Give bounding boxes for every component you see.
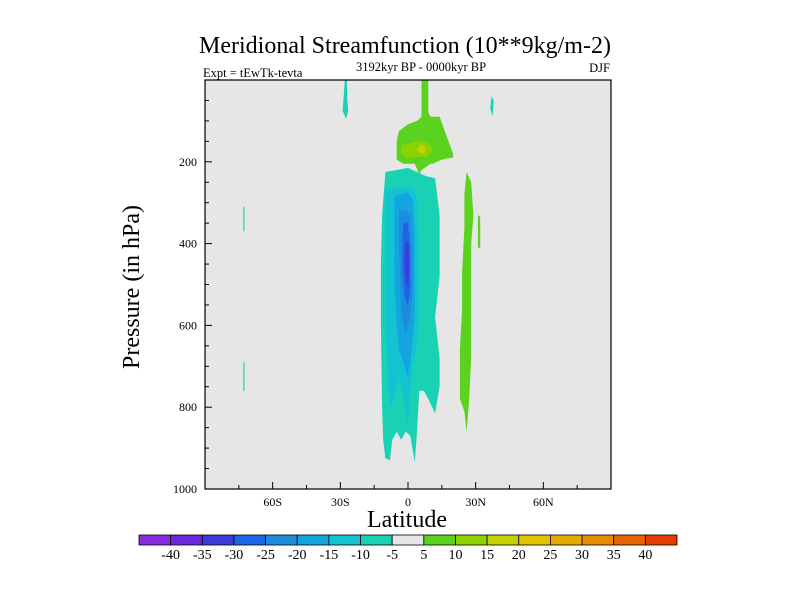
colorbar-swatch <box>644 534 678 546</box>
colorbar-swatch <box>455 534 488 546</box>
y-tick-label: 800 <box>179 400 197 414</box>
colorbar: -40 -35 -30 -25 -20 -15 -10 -5 5 10 15 20 25 30 35 40 <box>138 534 678 563</box>
colorbar-label: -5 <box>386 548 398 563</box>
colorbar-swatch <box>296 534 330 546</box>
colorbar-label: -35 <box>193 548 212 563</box>
colorbar-swatch <box>581 534 615 546</box>
colorbar-label: 35 <box>607 548 621 563</box>
colorbar-label: 15 <box>480 548 494 563</box>
colorbar-label: -40 <box>161 548 180 563</box>
contour-region-1 <box>243 206 245 232</box>
colorbar-swatch <box>233 534 266 546</box>
y-axis-ticks: 200 400 600 800 1000 <box>173 155 212 496</box>
contour-region-3 <box>490 96 494 117</box>
colorbar-label: 30 <box>575 548 589 563</box>
contour-region-0 <box>342 80 349 119</box>
plot-area: 200 400 600 800 1000 60S 30S 0 30N 60N <box>173 79 612 509</box>
contour-regions <box>243 80 494 463</box>
contour-region-9 <box>404 241 410 285</box>
contour-region-13 <box>459 172 474 432</box>
y-tick-label: 400 <box>179 237 197 251</box>
colorbar-swatch <box>328 534 361 546</box>
colorbar-swatch <box>170 534 203 546</box>
x-tick-label: 30N <box>465 495 486 509</box>
colorbar-label: 10 <box>448 548 462 563</box>
x-tick-label: 30S <box>331 495 350 509</box>
colorbar-swatch <box>518 534 551 546</box>
colorbar-label: 40 <box>638 548 652 563</box>
y-minor-ticks <box>205 79 209 470</box>
colorbar-label: -20 <box>288 548 307 563</box>
colorbar-label: 5 <box>420 548 427 563</box>
chart-title: Meridional Streamfunction (10**9kg/m-2) <box>199 33 611 59</box>
colorbar-swatch <box>201 534 235 546</box>
colorbar-label: -15 <box>320 548 339 563</box>
x-tick-label: 0 <box>405 495 411 509</box>
x-axis-label: Latitude <box>367 507 447 533</box>
x-tick-label: 60N <box>533 495 554 509</box>
colorbar-label: -30 <box>225 548 244 563</box>
colorbar-label: -10 <box>351 548 370 563</box>
y-axis-label: Pressure (in hPa) <box>119 205 145 369</box>
colorbar-swatch <box>613 534 646 546</box>
colorbar-swatch <box>360 534 393 546</box>
season-label: DJF <box>589 61 610 75</box>
contour-region-14 <box>477 215 481 248</box>
y-tick-label: 1000 <box>173 482 197 496</box>
colorbar-swatch <box>391 534 425 546</box>
colorbar-label: 25 <box>543 548 557 563</box>
colorbar-swatch <box>138 534 172 546</box>
colorbar-label: 20 <box>512 548 526 563</box>
experiment-label: Expt = tEwTk-tevta <box>203 66 303 80</box>
x-tick-label: 60S <box>263 495 282 509</box>
colorbar-swatch <box>550 534 583 546</box>
colorbar-label: -25 <box>256 548 275 563</box>
time-range-label: 3192kyr BP - 0000kyr BP <box>356 60 486 74</box>
colorbar-swatch <box>265 534 298 546</box>
x-axis-ticks: 60S 30S 0 30N 60N <box>204 482 612 509</box>
y-tick-label: 200 <box>179 155 197 169</box>
colorbar-swatch <box>486 534 520 546</box>
contour-region-12 <box>417 145 426 154</box>
contour-region-2 <box>243 362 245 391</box>
colorbar-swatch <box>423 534 456 546</box>
y-tick-label: 600 <box>179 318 197 332</box>
